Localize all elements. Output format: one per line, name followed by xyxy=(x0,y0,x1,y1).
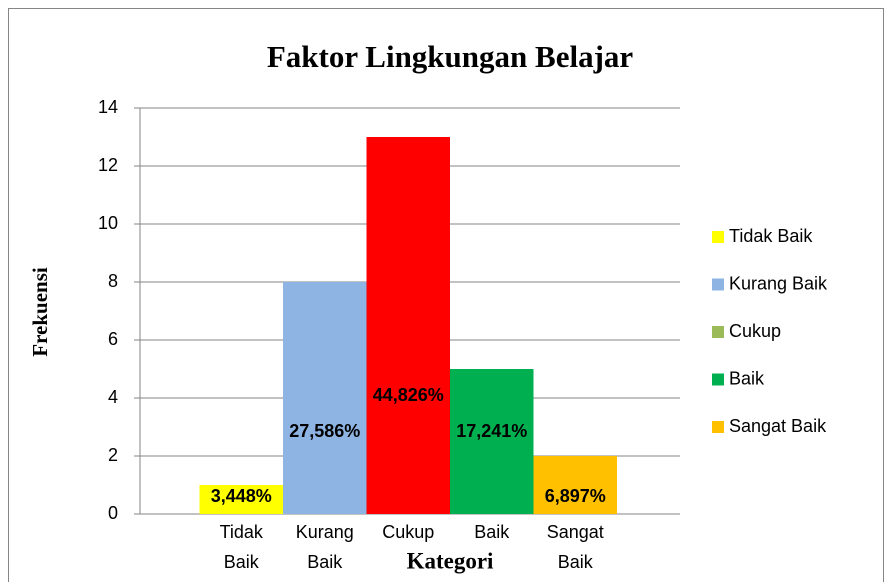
x-tick-label: Cukup xyxy=(382,522,434,542)
bar xyxy=(450,369,534,514)
legend-label: Cukup xyxy=(729,321,781,341)
data-label: 27,586% xyxy=(289,421,360,441)
bar xyxy=(533,456,617,514)
data-label: 17,241% xyxy=(456,421,527,441)
bar xyxy=(199,485,283,514)
x-tick-label: Kurang Baik xyxy=(296,522,354,572)
y-tick-label: 2 xyxy=(108,445,118,465)
legend-label: Sangat Baik xyxy=(729,416,827,436)
y-tick-label: 4 xyxy=(108,387,118,407)
legend-swatch xyxy=(712,278,724,291)
bar xyxy=(366,137,450,514)
legend-label: Kurang Baik xyxy=(729,273,828,293)
legend-swatch xyxy=(712,231,724,243)
y-tick-label: 6 xyxy=(108,329,118,349)
chart-title: Faktor Lingkungan Belajar xyxy=(267,39,634,74)
legend-swatch xyxy=(712,421,724,433)
y-axis-label: Frekuensi xyxy=(28,267,52,357)
legend-swatch xyxy=(712,373,724,386)
x-axis-label: Kategori xyxy=(407,548,494,573)
y-tick-label: 10 xyxy=(98,213,118,233)
bar xyxy=(283,282,367,514)
x-tick-label: Tidak Baik xyxy=(220,522,264,572)
legend-label: Tidak Baik xyxy=(729,226,813,246)
y-tick-label: 14 xyxy=(98,97,118,117)
x-tick-label: Sangat Baik xyxy=(547,522,604,572)
x-tick-label: Baik xyxy=(474,522,510,542)
y-tick-label: 12 xyxy=(98,155,118,175)
legend-swatch xyxy=(712,326,724,338)
legend-label: Baik xyxy=(729,368,765,388)
y-tick-label: 8 xyxy=(108,271,118,291)
y-tick-label: 0 xyxy=(108,503,118,523)
data-label: 3,448% xyxy=(211,486,272,506)
data-label: 6,897% xyxy=(545,486,606,506)
data-label: 44,826% xyxy=(373,385,444,405)
